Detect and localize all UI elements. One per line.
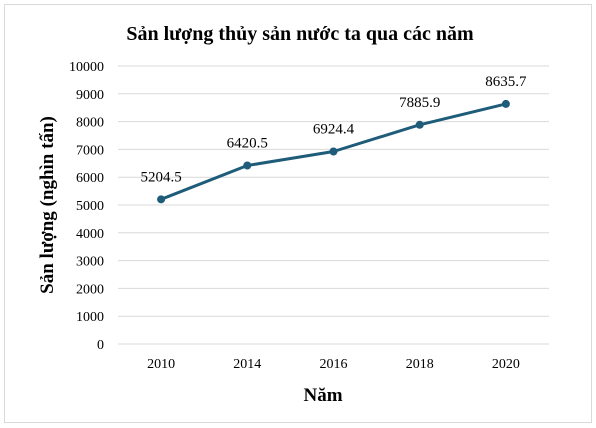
chart-frame	[4, 4, 592, 423]
data-point	[157, 195, 166, 204]
x-tick-label: 2016	[320, 357, 348, 372]
x-tick-label: 2014	[233, 357, 261, 372]
data-label: 7885.9	[399, 95, 440, 111]
y-tick-label: 7000	[76, 143, 104, 158]
y-tick-label: 8000	[76, 116, 104, 131]
y-tick-label: 0	[97, 338, 104, 353]
gridlines	[118, 65, 549, 345]
data-point	[415, 120, 424, 129]
y-tick-label: 9000	[76, 88, 104, 103]
y-axis-ticks: 0 1000 2000 3000 4000 5000 6000 7000 8000 9000 100…	[69, 60, 104, 353]
x-axis-ticks: 2010 2014 2016 2018 2020	[147, 357, 520, 372]
data-label: 5204.5	[140, 169, 181, 185]
x-axis-title: Năm	[303, 385, 342, 406]
y-tick-label: 5000	[76, 199, 104, 214]
y-tick-label: 6000	[76, 171, 104, 186]
data-point	[501, 99, 510, 108]
chart-title: Sản lượng thủy sản nước ta qua các năm	[126, 23, 474, 45]
data-point	[243, 161, 252, 170]
x-tick-label: 2018	[406, 357, 434, 372]
y-tick-label: 3000	[76, 255, 104, 270]
x-tick-label: 2020	[492, 357, 520, 372]
y-axis-title: Sản lượng (nghìn tấn)	[37, 116, 58, 294]
y-tick-label: 1000	[76, 310, 104, 325]
series	[157, 99, 510, 204]
data-point	[329, 147, 338, 156]
x-tick-label: 2010	[147, 357, 175, 372]
data-label: 6420.5	[227, 136, 268, 152]
y-tick-label: 4000	[76, 227, 104, 242]
data-labels: 5204.5 6420.5 6924.4 7885.9 8635.7	[140, 74, 527, 185]
data-label: 6924.4	[313, 122, 355, 138]
data-label: 8635.7	[485, 74, 527, 90]
y-tick-label: 2000	[76, 282, 104, 297]
y-tick-label: 10000	[69, 60, 104, 75]
